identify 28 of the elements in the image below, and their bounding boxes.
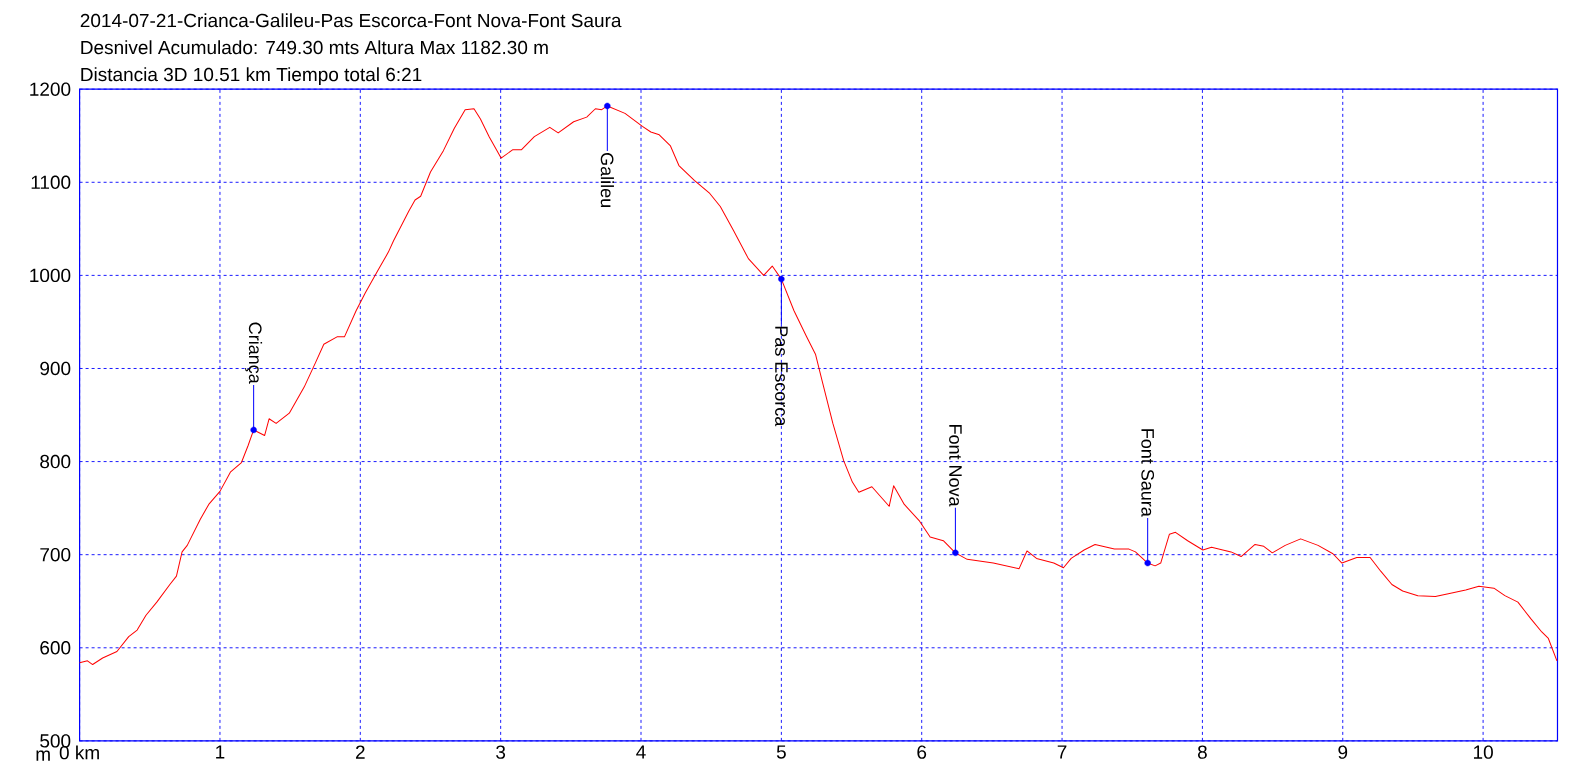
annotation: Font Nova [949,425,962,507]
y-tick-label: 900 [40,361,71,376]
chart-subtitle: Desnivel Acumulado: 749.30 mts Altura Max 1182.30 m [81,40,548,55]
x-tick-label: 10 [1473,745,1493,759]
text: Distancia 3D 10.51 km Tiempo total 6:21 [81,67,422,85]
annotation: Criança [245,322,263,384]
annotation: Galileu [600,153,614,207]
y-tick-label: 1200 [30,82,71,96]
y-tick-label: 1000 [30,268,71,283]
annotation: Font Saura [1141,429,1155,517]
x-tick-label: 9 [1338,745,1348,759]
y-tick-label: 600 [40,641,71,655]
y-tick-label: 800 [40,454,71,469]
y-tick-label: 1100 [31,175,71,190]
chart-title: 2014-07-21-Crianca-Galileu-Pas Escorca-Font Nova-Font Saura [80,13,622,28]
x-tick-label: 6 [917,745,927,759]
y-tick-label: 700 [40,547,71,562]
x-tick-label: 7 [1057,745,1067,759]
x-tick-label: 4 [636,745,646,759]
annotation: Pas Escorca [775,326,788,427]
x-tick-label: 3 [496,745,506,759]
y-axis-title: m [36,750,50,761]
x-tick-label: 2 [355,745,365,759]
x-tick-label: 5 [776,745,786,759]
x-tick-label: 1 [216,745,225,759]
x-tick-label: 8 [1197,745,1207,759]
x-tick-label: 0 km [59,745,99,760]
y-tick-label: 500 [40,734,71,748]
